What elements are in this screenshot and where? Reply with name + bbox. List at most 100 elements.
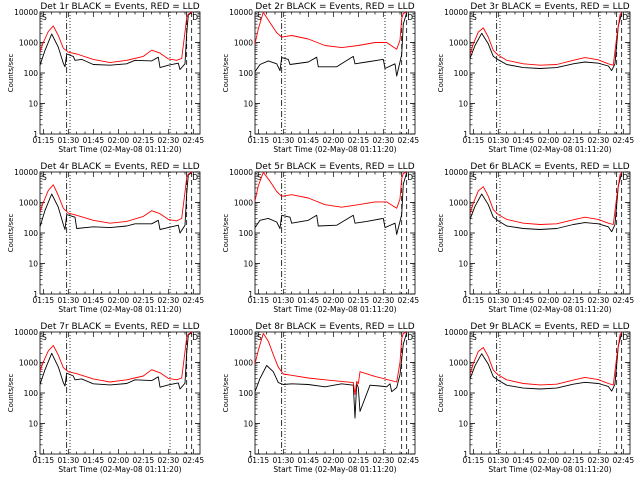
series-group [255,12,408,77]
x-tick-label: 01:15 [33,456,55,465]
y-tick-label: 1000 [449,359,468,368]
panel-title: Det 3r BLACK = Events, RED = LLD [470,2,629,12]
panel-title: Det 2r BLACK = Events, RED = LLD [255,2,414,12]
marker-right: D [407,173,413,182]
x-tick-label: 02:15 [133,136,155,145]
x-tick-label: 02:30 [158,456,180,465]
y-axis-label: Counts/sec [7,214,15,253]
marker-right: D [407,13,413,22]
y-axis-label: Counts/sec [7,54,15,93]
x-tick-label: 01:15 [463,136,485,145]
marker-right: D [192,13,198,22]
y-tick-label: 1 [33,290,38,299]
panel-title: Det 7r BLACK = Events, RED = LLD [40,322,199,332]
x-tick-label: 01:30 [58,296,80,305]
x-tick-label: 01:30 [58,456,80,465]
x-tick-label: 01:15 [248,296,270,305]
panel-9: Det 9r BLACK = Events, RED = LLD 1 10 100 10… [437,322,634,474]
x-tick-label: 02:15 [348,296,370,305]
series-line-events [255,332,408,419]
panel-title: Det 8r BLACK = Events, RED = LLD [255,322,414,332]
x-axis-label: Start Time (02-May-08 01:11:20) [58,305,181,314]
x-tick-label: 01:45 [83,296,105,305]
plot-frame [254,11,416,135]
y-tick-label: 10000 [444,8,468,17]
series-group [470,12,623,72]
x-tick-label: 01:30 [488,136,510,145]
panel-1: Det 1r BLACK = Events, RED = LLD 1 10 100 10… [7,2,204,154]
plot-frame [39,11,201,135]
series-group [255,172,408,235]
y-tick-label: 100 [24,69,39,78]
x-tick-label: 01:45 [298,136,320,145]
series-line-events [470,173,623,233]
x-tick-label: 02:15 [563,296,585,305]
x-axis-label: Start Time (02-May-08 01:11:20) [58,465,181,474]
y-tick-label: 1 [248,450,253,459]
y-tick-label: 1000 [449,39,468,48]
series-line-lld [470,172,623,225]
plot-frame [39,331,201,455]
y-tick-label: 10 [28,420,38,429]
x-tick-label: 02:00 [538,136,560,145]
x-tick-label: 01:30 [273,456,295,465]
y-tick-label: 1 [463,130,468,139]
marker-left: S [257,333,262,342]
y-tick-label: 100 [454,389,469,398]
y-tick-label: 1000 [19,39,38,48]
marker-left: S [257,13,262,22]
y-tick-label: 10 [458,260,468,269]
plot-frame [39,171,201,295]
x-tick-label: 01:45 [513,136,535,145]
y-axis-label: Counts/sec [222,374,230,413]
y-tick-label: 10 [243,260,253,269]
panel-2: Det 2r BLACK = Events, RED = LLD 1 10 100 10… [222,2,419,154]
x-tick-label: 02:45 [613,296,635,305]
plot-frame [254,171,416,295]
x-tick-label: 02:30 [588,456,610,465]
x-tick-label: 01:30 [58,136,80,145]
x-tick-label: 02:45 [398,456,420,465]
y-tick-label: 1000 [234,39,253,48]
x-tick-label: 02:15 [133,296,155,305]
x-tick-label: 02:00 [538,456,560,465]
x-tick-label: 02:15 [563,456,585,465]
y-tick-label: 10000 [229,168,253,177]
series-line-lld [40,172,192,224]
panel-title: Det 1r BLACK = Events, RED = LLD [40,2,199,12]
series-line-events [470,333,623,392]
series-group [470,332,623,392]
y-axis-label: Counts/sec [222,214,230,253]
y-tick-label: 10 [243,100,253,109]
marker-left: S [472,13,477,22]
series-line-lld [40,332,192,383]
y-tick-label: 100 [454,229,469,238]
marker-right: D [622,333,628,342]
y-tick-label: 10000 [444,168,468,177]
x-tick-label: 02:30 [158,136,180,145]
x-tick-label: 01:45 [83,456,105,465]
series-group [255,332,408,419]
plot-frame [469,11,631,135]
x-tick-label: 01:15 [33,136,55,145]
x-tick-label: 02:45 [613,456,635,465]
panel-title: Det 9r BLACK = Events, RED = LLD [470,322,629,332]
y-tick-label: 10 [243,420,253,429]
x-tick-label: 01:15 [463,456,485,465]
y-tick-label: 10 [458,100,468,109]
series-line-events [40,172,192,234]
y-axis-label: Counts/sec [222,54,230,93]
marker-left: S [42,13,47,22]
x-tick-label: 02:45 [183,456,205,465]
series-line-lld [470,12,623,66]
y-tick-label: 10 [28,100,38,109]
panel-title: Det 5r BLACK = Events, RED = LLD [255,162,414,172]
marker-left: S [472,173,477,182]
series-line-events [255,12,408,77]
panel-3: Det 3r BLACK = Events, RED = LLD 1 10 100 10… [437,2,634,154]
x-axis-label: Start Time (02-May-08 01:11:20) [488,465,611,474]
x-tick-label: 02:45 [183,136,205,145]
x-tick-label: 02:30 [588,136,610,145]
